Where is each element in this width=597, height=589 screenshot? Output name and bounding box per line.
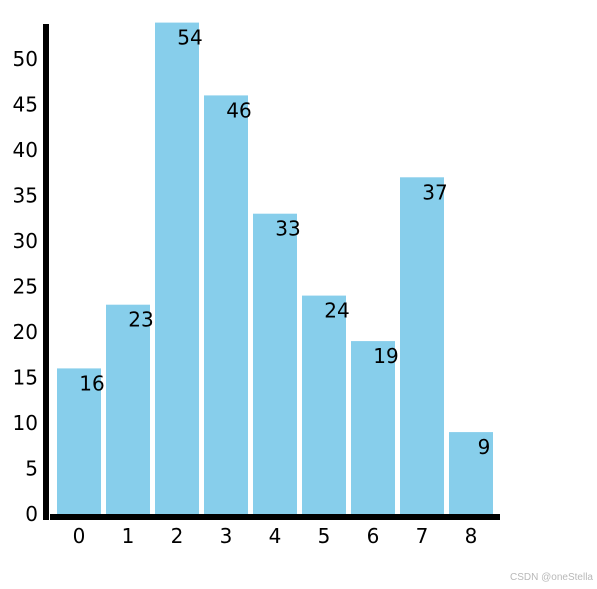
data-label-0: 16 bbox=[79, 371, 104, 395]
data-label-3: 46 bbox=[226, 98, 251, 122]
data-label-5: 24 bbox=[324, 299, 349, 323]
x-tick-label-6: 6 bbox=[367, 524, 380, 548]
bar-2 bbox=[155, 22, 199, 514]
y-tick-label-50: 50 bbox=[13, 47, 38, 71]
bar-6 bbox=[351, 341, 395, 514]
bar-0 bbox=[57, 368, 101, 514]
bar-1 bbox=[106, 304, 150, 514]
bar-8 bbox=[449, 432, 493, 514]
x-tick-label-0: 0 bbox=[73, 524, 86, 548]
y-tick-label-0: 0 bbox=[25, 502, 38, 526]
x-tick-label-3: 3 bbox=[220, 524, 233, 548]
data-label-8: 9 bbox=[478, 435, 491, 459]
data-label-7: 37 bbox=[422, 180, 447, 204]
y-tick-label-5: 5 bbox=[25, 457, 38, 481]
data-label-1: 23 bbox=[128, 308, 153, 332]
y-tick-label-45: 45 bbox=[13, 93, 38, 117]
y-tick-label-40: 40 bbox=[13, 138, 38, 162]
x-tick-label-2: 2 bbox=[171, 524, 184, 548]
data-label-2: 54 bbox=[177, 26, 202, 50]
x-tick-label-5: 5 bbox=[318, 524, 331, 548]
x-tick-label-1: 1 bbox=[122, 524, 135, 548]
x-tick-label-7: 7 bbox=[416, 524, 429, 548]
y-tick-label-15: 15 bbox=[13, 366, 38, 390]
x-tick-label-4: 4 bbox=[269, 524, 282, 548]
y-tick-label-20: 20 bbox=[13, 320, 38, 344]
bar-4 bbox=[253, 213, 297, 514]
y-tick-label-30: 30 bbox=[13, 229, 38, 253]
y-tick-label-10: 10 bbox=[13, 411, 38, 435]
x-tick-label-8: 8 bbox=[465, 524, 478, 548]
bar-5 bbox=[302, 295, 346, 514]
y-tick-label-35: 35 bbox=[13, 184, 38, 208]
data-label-4: 33 bbox=[275, 217, 300, 241]
data-label-6: 19 bbox=[373, 344, 398, 368]
watermark: CSDN @oneStella bbox=[510, 572, 593, 583]
bar-7 bbox=[400, 177, 444, 515]
y-tick-label-25: 25 bbox=[13, 275, 38, 299]
bar-3 bbox=[204, 95, 248, 515]
